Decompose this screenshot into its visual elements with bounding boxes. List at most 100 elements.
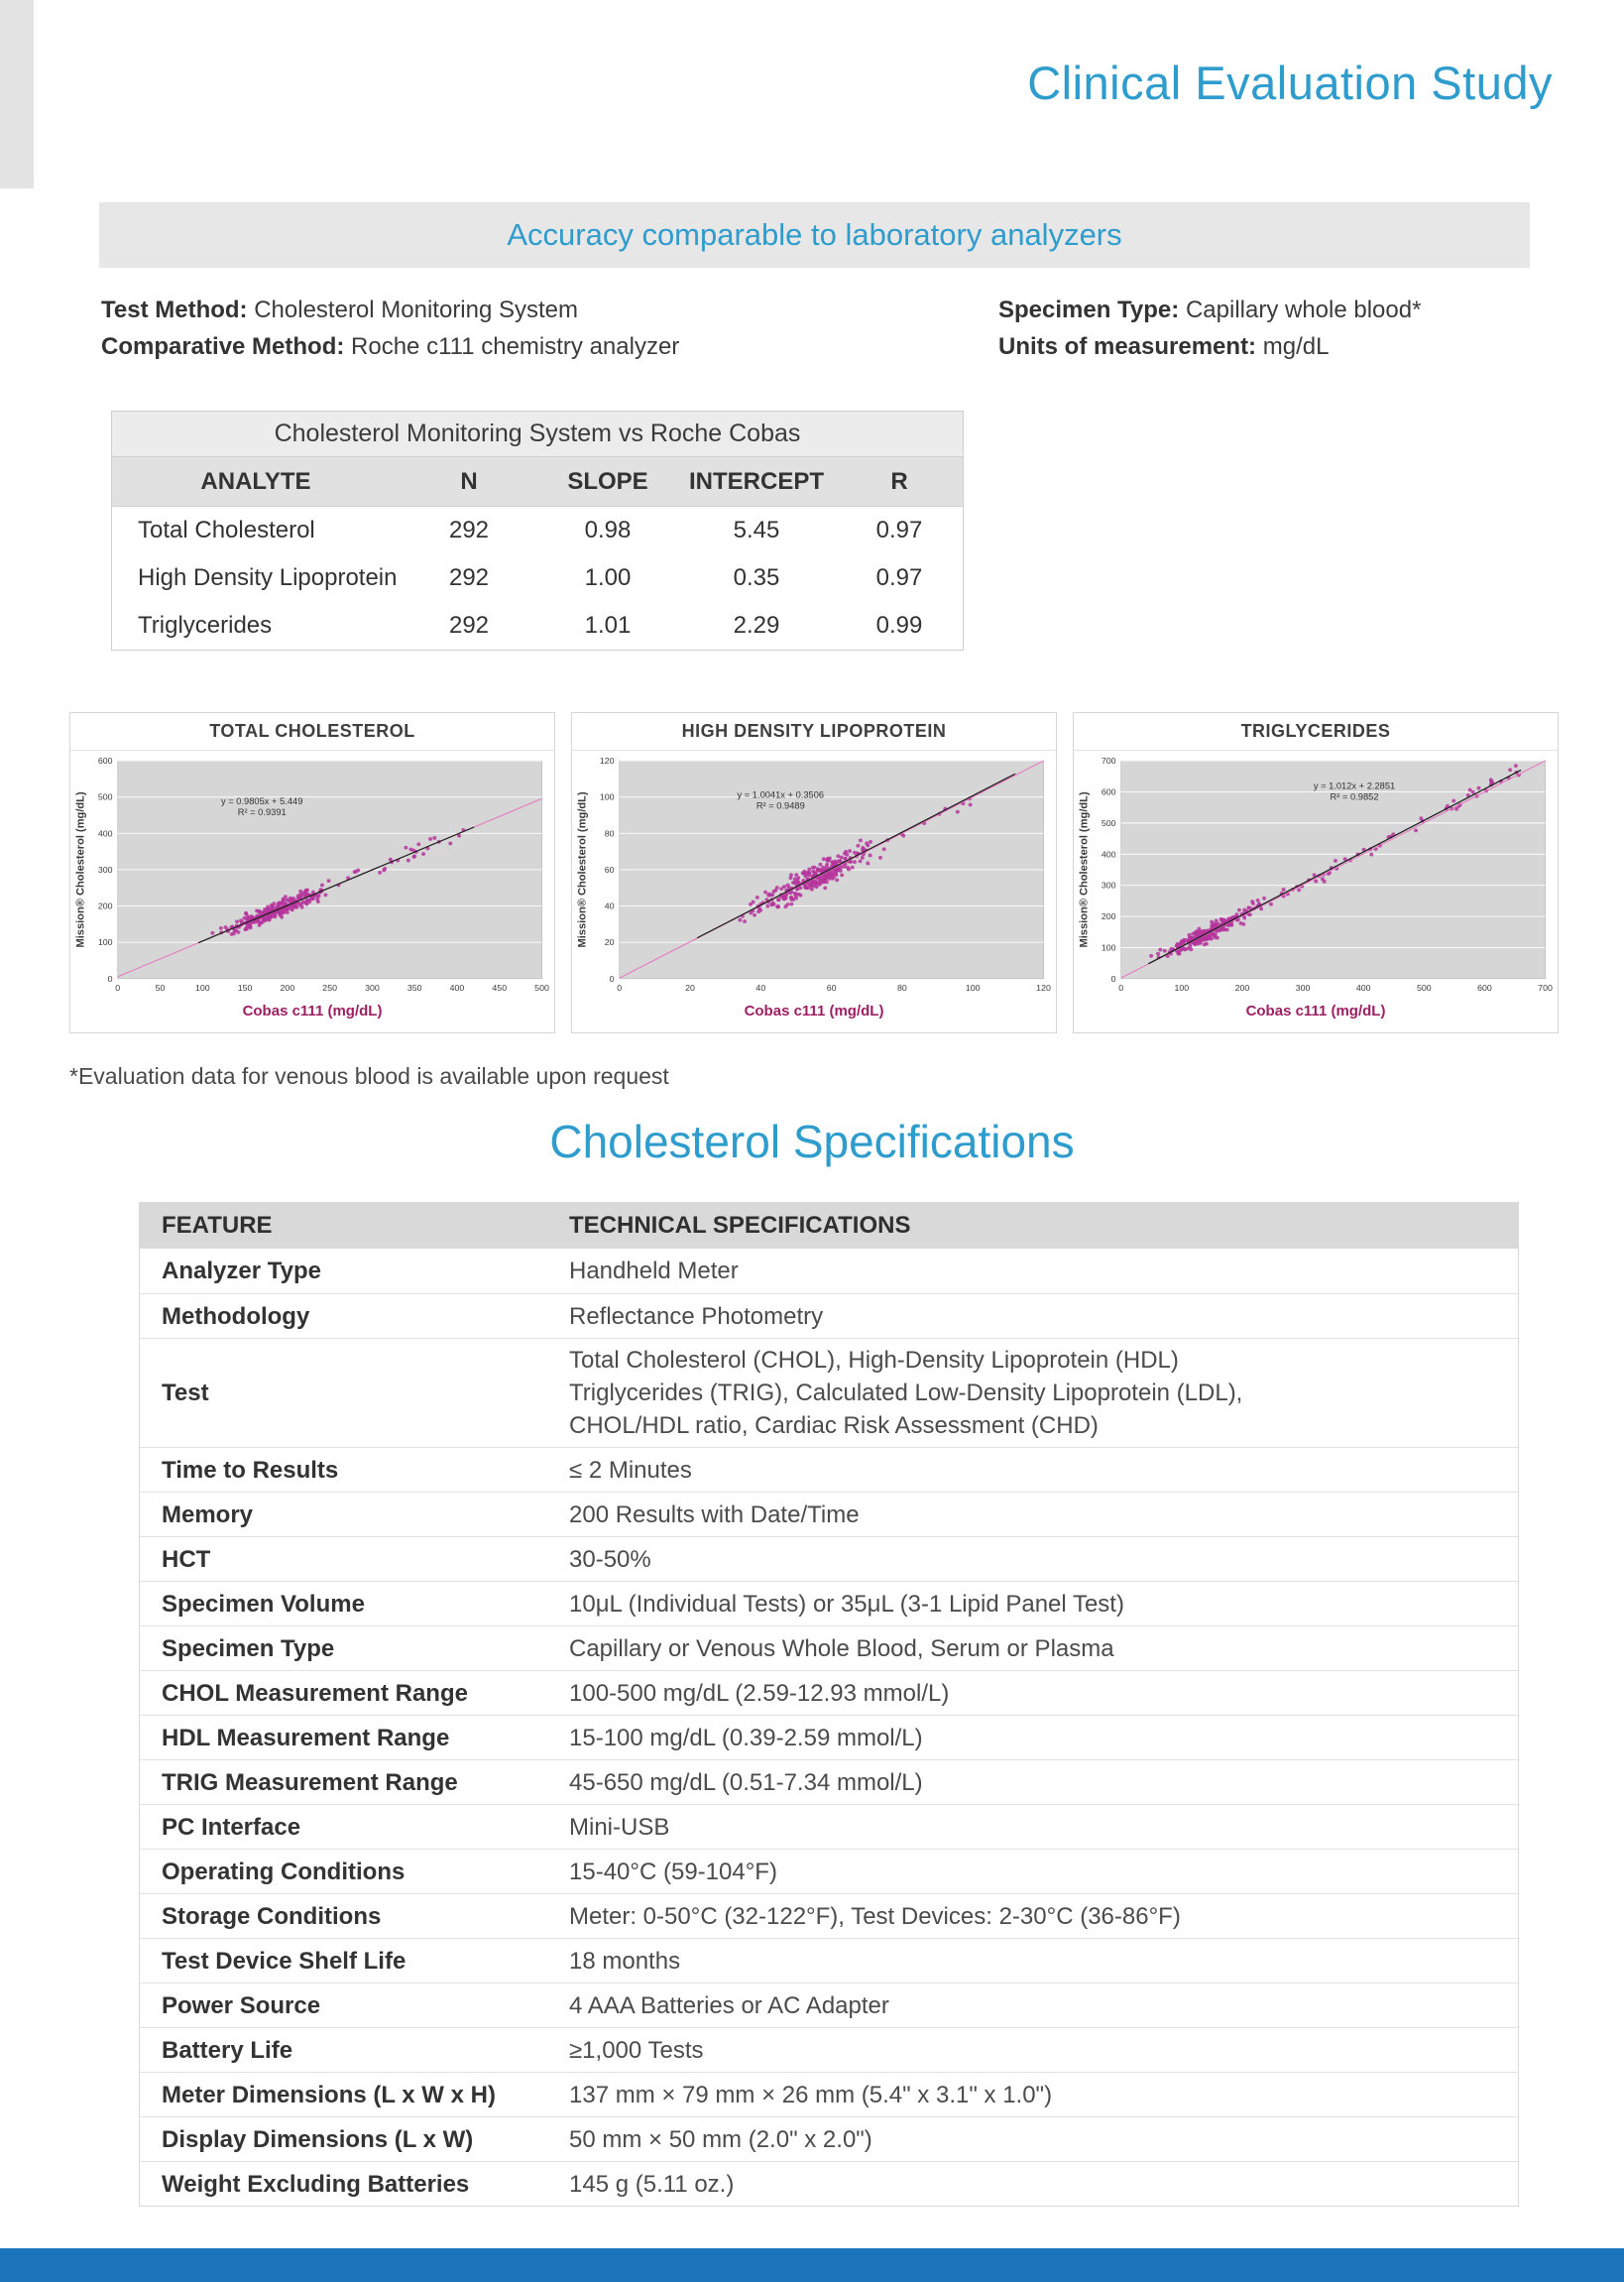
svg-text:100: 100 (195, 983, 210, 993)
svg-text:40: 40 (755, 983, 765, 993)
spec-row: Time to Results ≤ 2 Minutes (140, 1447, 1518, 1492)
method-value: Roche c111 chemistry analyzer (351, 333, 680, 360)
svg-text:600: 600 (1477, 983, 1492, 993)
spec-row: Specimen Type Capillary or Venous Whole B… (140, 1625, 1518, 1670)
spec-row: Weight Excluding Batteries 145 g (5.11 oz… (140, 2161, 1518, 2206)
y-axis-label: Mission® Cholesterol (mg/dL) (1078, 791, 1090, 947)
spec-feature: HCT (162, 1545, 211, 1573)
specifications-table: FEATURE TECHNICAL SPECIFICATIONS Analyze… (139, 1202, 1519, 2207)
footnote: *Evaluation data for venous blood is ava… (69, 1063, 669, 1089)
chart-area: 0 20 40 60 80 100 120 0 20 40 60 80 100 120 y = 1.0041… (572, 751, 1056, 1001)
svg-text:200: 200 (281, 983, 295, 993)
spec-row: Test Device Shelf Life 18 months (140, 1938, 1518, 1982)
spec-row: Power Source 4 AAA Batteries or AC Adapte… (140, 1982, 1518, 2027)
spec-row: HCT 30-50% (140, 1536, 1518, 1581)
spec-value: 15-40°C (59-104°F) (569, 1858, 777, 1885)
spec-row: HDL Measurement Range 15-100 mg/dL (0.39-… (140, 1715, 1518, 1759)
svg-text:R² = 0.9852: R² = 0.9852 (1331, 792, 1379, 802)
svg-text:60: 60 (605, 865, 615, 875)
spec-feature: Meter Dimensions (L x W x H) (162, 2081, 496, 2108)
spec-row: Storage Conditions Meter: 0-50°C (32-122°… (140, 1893, 1518, 1938)
specifications-title: Cholesterol Specifications (549, 1116, 1075, 1167)
chart-panel-total-cholesterol: TOTAL CHOLESTEROL 0 100 200 300 400 500 600 0 50… (69, 712, 555, 1033)
svg-text:350: 350 (407, 983, 422, 993)
value-cell: 0.98 (584, 517, 632, 543)
svg-text:y = 1.0041x + 0.3506: y = 1.0041x + 0.3506 (738, 790, 825, 800)
methods-block: Test Method: Cholesterol Monitoring Syst… (101, 292, 1529, 365)
spec-table-body: Analyzer Type Handheld Meter Methodology Re… (140, 1249, 1518, 2206)
svg-text:500: 500 (534, 983, 549, 993)
svg-text:60: 60 (827, 983, 837, 993)
y-axis-label: Mission® Cholesterol (mg/dL) (576, 791, 588, 947)
spec-feature: Weight Excluding Batteries (162, 2170, 470, 2198)
spec-value: 4 AAA Batteries or AC Adapter (569, 1991, 889, 2019)
svg-text:700: 700 (1538, 983, 1553, 993)
spec-row: TRIG Measurement Range 45-650 mg/dL (0.51… (140, 1759, 1518, 1804)
spec-feature: Analyzer Type (162, 1258, 321, 1284)
svg-text:250: 250 (322, 983, 337, 993)
svg-text:200: 200 (1235, 983, 1250, 993)
svg-text:0: 0 (1118, 983, 1123, 993)
spec-feature: Memory (162, 1501, 254, 1528)
svg-text:400: 400 (450, 983, 465, 993)
value-cell: 292 (448, 612, 490, 639)
method-label: Units of measurement: (998, 333, 1257, 360)
spec-feature: PC Interface (162, 1813, 301, 1841)
column-header-slope: SLOPE (567, 467, 648, 495)
scatter-plot: 0 20 40 60 80 100 120 0 20 40 60 80 100 120 y = 1.0041… (576, 756, 1051, 993)
spec-value: 18 months (569, 1947, 681, 1975)
spec-feature: CHOL Measurement Range (162, 1679, 468, 1707)
value-cell: 0.35 (733, 564, 780, 591)
column-header-n: N (460, 467, 478, 495)
value-cell: 292 (448, 517, 490, 543)
spec-row: Analyzer Type Handheld Meter (140, 1249, 1518, 1293)
svg-text:300: 300 (98, 865, 113, 875)
methods-right-column: Specimen Type: Capillary whole blood* Un… (998, 292, 1529, 365)
spec-feature: Battery Life (162, 2036, 293, 2064)
spec-header-feature: FEATURE (162, 1212, 273, 1239)
x-axis-label: Cobas c111 (mg/dL) (242, 1003, 383, 1020)
spec-value: Reflectance Photometry (569, 1302, 824, 1330)
value-cell: 1.00 (584, 564, 632, 591)
spec-value: 10μL (Individual Tests) or 35μL (3-1 Lip… (569, 1590, 1124, 1618)
svg-text:100: 100 (98, 937, 113, 947)
spec-value: Meter: 0-50°C (32-122°F), Test Devices: … (569, 1902, 1181, 1930)
spec-value: 200 Results with Date/Time (569, 1501, 860, 1528)
value-cell: 5.45 (733, 517, 780, 543)
spec-feature: Specimen Type (162, 1634, 335, 1662)
svg-text:y = 0.9805x + 5.449: y = 0.9805x + 5.449 (221, 796, 302, 806)
method-value: mg/dL (1262, 333, 1330, 360)
spec-feature: Test (162, 1380, 209, 1406)
svg-text:120: 120 (600, 756, 615, 766)
svg-text:100: 100 (1175, 983, 1190, 993)
spec-feature: Test Device Shelf Life (162, 1947, 406, 1975)
svg-text:20: 20 (685, 983, 695, 993)
methods-left-column: Test Method: Cholesterol Monitoring Syst… (101, 292, 679, 365)
comparison-table-title: Cholesterol Monitoring System vs Roche C… (112, 412, 963, 457)
svg-text:400: 400 (98, 828, 113, 838)
spec-feature: Specimen Volume (162, 1590, 365, 1618)
value-cell: 1.01 (584, 612, 632, 639)
x-axis-label: Cobas c111 (mg/dL) (1245, 1003, 1386, 1020)
specifications-table-header: FEATURE TECHNICAL SPECIFICATIONS (140, 1203, 1518, 1249)
scatter-plot: 0 100 200 300 400 500 600 700 0 100 200 300 400 500 60… (1078, 756, 1553, 993)
spec-value: Handheld Meter (569, 1258, 739, 1284)
svg-text:20: 20 (605, 937, 615, 947)
spec-row: Methodology Reflectance Photometry (140, 1293, 1518, 1338)
svg-text:450: 450 (492, 983, 507, 993)
footer-bar (0, 2248, 1624, 2282)
analyte-cell: Total Cholesterol (138, 517, 315, 543)
spec-feature: Display Dimensions (L x W) (162, 2125, 474, 2153)
spec-row: Meter Dimensions (L x W x H) 137 mm × 79 … (140, 2072, 1518, 2116)
svg-text:0: 0 (1111, 974, 1116, 984)
spec-feature: HDL Measurement Range (162, 1724, 450, 1751)
svg-text:300: 300 (1296, 983, 1311, 993)
spec-feature: Time to Results (162, 1456, 339, 1484)
chart-title: TRIGLYCERIDES (1074, 713, 1558, 751)
column-header-r: R (890, 467, 908, 495)
spec-header-value: TECHNICAL SPECIFICATIONS (569, 1212, 911, 1239)
chart-title: TOTAL CHOLESTEROL (70, 713, 554, 751)
svg-text:100: 100 (966, 983, 981, 993)
method-value: Capillary whole blood* (1185, 297, 1422, 323)
